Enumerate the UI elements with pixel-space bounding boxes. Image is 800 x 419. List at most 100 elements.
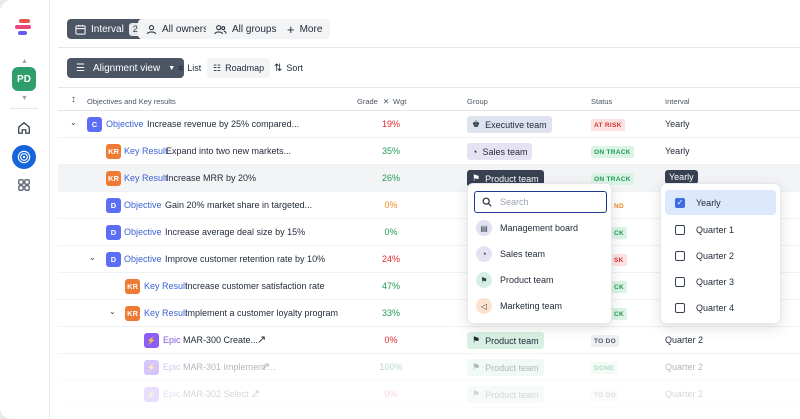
row-type[interactable]: Objective xyxy=(124,200,162,210)
row-group[interactable]: ⚑ Product team xyxy=(467,170,544,187)
status-badge[interactable]: ND xyxy=(614,202,624,210)
close-icon: ✕ xyxy=(383,97,390,106)
table-row[interactable]: ⚡ Epic MAR-302 Select ... ↗ 0% ⚑ Product… xyxy=(58,381,800,408)
table-row[interactable]: D Objective Increase average deal size b… xyxy=(58,219,800,246)
row-title[interactable]: MAR-302 Select ... xyxy=(183,389,259,399)
chevron-down-icon[interactable]: ⌄ xyxy=(109,307,116,316)
checkbox-checked[interactable]: ✓ xyxy=(675,197,685,208)
apps-grid-icon[interactable] xyxy=(13,174,35,196)
list-view-button[interactable]: ≡ List xyxy=(172,58,207,78)
expand-collapse-icon[interactable]: ↕ xyxy=(71,94,76,105)
row-type[interactable]: Key Result xyxy=(124,173,168,183)
status-badge[interactable]: CK xyxy=(611,227,627,239)
row-title[interactable]: Increase customer satisfaction rate xyxy=(185,281,325,291)
table-row[interactable]: KR Key Result Increase MRR by 20% 26% ⚑ … xyxy=(58,165,800,192)
checkbox[interactable] xyxy=(675,250,685,261)
key-result-tag: KR xyxy=(125,306,140,321)
group-search-input[interactable]: Search xyxy=(474,191,607,213)
table-row[interactable]: KR Key Result Expand into two new market… xyxy=(58,138,800,165)
table-row[interactable]: D Objective Gain 20% market share in tar… xyxy=(58,192,800,219)
row-type[interactable]: Key Result xyxy=(124,146,168,156)
row-title[interactable]: Gain 20% market share in targeted... xyxy=(165,200,313,210)
row-interval[interactable]: Yearly xyxy=(665,170,698,184)
row-title[interactable]: MAR-301 Implement ... xyxy=(183,362,276,372)
groups-filter-chip[interactable]: All groups xyxy=(206,19,285,39)
group-option-management[interactable]: ▤ Management board xyxy=(476,216,603,240)
col-status[interactable]: Status xyxy=(591,97,613,106)
col-grade[interactable]: Grade xyxy=(357,97,378,106)
row-title[interactable]: Increase revenue by 25% compared... xyxy=(147,119,300,129)
row-title[interactable]: Implement a customer loyalty program xyxy=(185,308,339,318)
table-row[interactable]: ⌄ C Objective Increase revenue by 25% co… xyxy=(58,111,800,138)
avatar[interactable]: PD xyxy=(12,67,36,91)
status-badge[interactable]: ON TRACK xyxy=(591,146,634,158)
row-type[interactable]: Epic xyxy=(163,362,181,372)
row-type[interactable]: Objective xyxy=(106,119,144,129)
flag-icon: ⚑ xyxy=(472,173,481,183)
alignment-view-dropdown[interactable]: ☰ Alignment view ▼ xyxy=(67,58,185,78)
app-logo[interactable] xyxy=(15,18,33,36)
table-row[interactable]: ⚡ Epic MAR-301 Implement ... ↗ 100% ⚑ Pr… xyxy=(58,354,800,381)
checkbox[interactable] xyxy=(675,302,685,313)
row-title[interactable]: Increase average deal size by 15% xyxy=(165,227,306,237)
home-icon[interactable] xyxy=(13,117,35,139)
owners-filter-chip[interactable]: All owners xyxy=(138,19,217,39)
more-filter-chip[interactable]: + More xyxy=(279,19,331,39)
row-interval[interactable]: Yearly xyxy=(665,146,690,156)
row-interval[interactable]: Quarter 2 xyxy=(665,389,704,399)
interval-option-q4[interactable]: Quarter 4 xyxy=(665,295,776,320)
row-interval[interactable]: Quarter 2 xyxy=(665,335,704,345)
row-group[interactable]: ♚ Executive team xyxy=(467,116,552,133)
group-option-product[interactable]: ⚑ Product team xyxy=(476,268,603,292)
row-title[interactable]: Expand into two new markets... xyxy=(166,146,292,156)
row-type[interactable]: Objective xyxy=(124,254,162,264)
sort-button[interactable]: ⇅ Sort xyxy=(268,58,309,78)
checkbox[interactable] xyxy=(675,224,685,235)
col-interval[interactable]: Interval xyxy=(665,97,690,106)
group-option-sales[interactable]: ◔ Sales team xyxy=(476,242,603,266)
chevron-down-icon[interactable]: ⌄ xyxy=(89,253,96,262)
interval-option-q1[interactable]: Quarter 1 xyxy=(665,217,776,242)
row-type[interactable]: Key Result xyxy=(144,281,188,291)
col-group[interactable]: Group xyxy=(467,97,488,106)
row-type[interactable]: Objective xyxy=(124,227,162,237)
status-badge[interactable]: SK xyxy=(611,254,627,266)
col-objectives[interactable]: Objectives and Key results xyxy=(87,97,176,106)
row-type[interactable]: Epic xyxy=(163,335,181,345)
status-badge[interactable]: ON TRACK xyxy=(591,173,634,185)
row-type[interactable]: Key Result xyxy=(144,308,188,318)
row-title[interactable]: MAR-300 Create... xyxy=(183,335,259,345)
status-badge[interactable]: CK xyxy=(611,281,627,293)
row-interval[interactable]: Quarter 2 xyxy=(665,362,704,372)
status-badge[interactable]: TO DO xyxy=(591,335,619,347)
pie-icon: ◔ xyxy=(476,246,492,262)
table-row[interactable]: ⚡ Epic MAR-300 Create... ↗ 0% ⚑ Product … xyxy=(58,327,800,354)
row-type[interactable]: Epic xyxy=(163,389,181,399)
external-link-icon[interactable]: ↗ xyxy=(257,334,267,346)
status-badge[interactable]: AT RISK xyxy=(591,119,625,131)
table-row[interactable]: KR Key Result Increase customer satisfac… xyxy=(58,273,800,300)
external-link-icon[interactable]: ↗ xyxy=(251,388,261,400)
row-title[interactable]: Increase MRR by 20% xyxy=(166,173,257,183)
interval-option-yearly[interactable]: ✓ Yearly xyxy=(665,190,776,215)
table-row[interactable]: ⌄ KR Key Result Implement a customer loy… xyxy=(58,300,800,327)
group-option-marketing[interactable]: ◁ Marketing team xyxy=(476,294,603,318)
row-group[interactable]: ⚑ Product team xyxy=(467,332,544,349)
row-title[interactable]: Improve customer retention rate by 10% xyxy=(165,254,326,264)
col-wgt[interactable]: Wgt xyxy=(393,97,407,106)
row-group[interactable]: ⚑ Product team xyxy=(467,359,544,376)
status-badge[interactable]: TO DO xyxy=(591,389,619,401)
roadmap-view-button[interactable]: ☷ Roadmap xyxy=(207,58,271,78)
chevron-down-icon[interactable]: ⌄ xyxy=(70,118,77,127)
interval-option-q2[interactable]: Quarter 2 xyxy=(665,243,776,268)
interval-option-q3[interactable]: Quarter 3 xyxy=(665,269,776,294)
status-badge[interactable]: CK xyxy=(611,308,627,320)
checkbox[interactable] xyxy=(675,276,685,287)
status-badge[interactable]: DONE xyxy=(591,362,617,374)
row-group[interactable]: ⚑ Product team xyxy=(467,386,544,403)
row-group[interactable]: ◔ Sales team xyxy=(467,143,533,160)
target-icon[interactable] xyxy=(12,145,36,169)
table-row[interactable]: ⌄ D Objective Improve customer retention… xyxy=(58,246,800,273)
external-link-icon[interactable]: ↗ xyxy=(261,361,271,373)
row-interval[interactable]: Yearly xyxy=(665,119,690,129)
